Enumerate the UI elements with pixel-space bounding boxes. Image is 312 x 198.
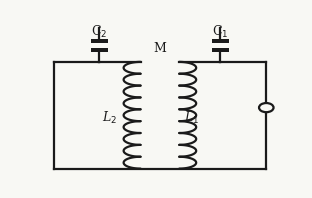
Text: C$_2$: C$_2$ bbox=[91, 24, 108, 40]
Circle shape bbox=[259, 103, 274, 112]
Text: L$_2$: L$_2$ bbox=[101, 110, 117, 126]
Text: M: M bbox=[154, 42, 166, 55]
Text: L$_1$: L$_1$ bbox=[184, 110, 199, 126]
Text: C$_1$: C$_1$ bbox=[212, 24, 229, 40]
